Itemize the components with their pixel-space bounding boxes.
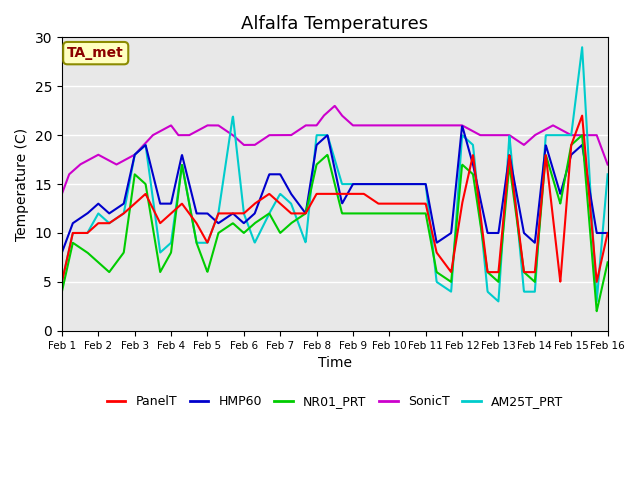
SonicT	[331, 103, 339, 109]
Line: HMP60: HMP60	[62, 126, 607, 252]
AM25T_PRT	[290, 207, 298, 213]
NR01_PRT	[122, 231, 130, 237]
AM25T_PRT	[604, 171, 611, 177]
PanelT	[290, 211, 298, 216]
AM25T_PRT	[301, 238, 308, 243]
NR01_PRT	[100, 264, 108, 270]
NR01_PRT	[58, 289, 66, 295]
PanelT	[122, 208, 130, 214]
HMP60	[604, 230, 611, 236]
SonicT	[290, 131, 298, 136]
SonicT	[122, 156, 130, 162]
SonicT	[369, 122, 377, 128]
PanelT	[369, 197, 376, 203]
NR01_PRT	[301, 211, 308, 217]
NR01_PRT	[310, 171, 318, 177]
PanelT	[579, 113, 586, 119]
HMP60	[290, 194, 298, 200]
NR01_PRT	[579, 132, 586, 138]
HMP60	[310, 155, 318, 160]
HMP60	[301, 209, 308, 215]
PanelT	[604, 230, 611, 236]
Text: TA_met: TA_met	[67, 46, 124, 60]
NR01_PRT	[604, 260, 611, 265]
HMP60	[458, 123, 466, 129]
NR01_PRT	[369, 211, 376, 216]
SonicT	[100, 155, 108, 161]
Line: NR01_PRT: NR01_PRT	[62, 135, 607, 311]
AM25T_PRT	[100, 216, 108, 222]
HMP60	[369, 181, 376, 187]
AM25T_PRT	[369, 181, 376, 187]
PanelT	[100, 220, 108, 226]
SonicT	[58, 191, 66, 197]
Title: Alfalfa Temperatures: Alfalfa Temperatures	[241, 15, 428, 33]
X-axis label: Time: Time	[318, 356, 352, 370]
AM25T_PRT	[495, 299, 502, 304]
Line: PanelT: PanelT	[62, 116, 607, 282]
AM25T_PRT	[58, 279, 66, 285]
AM25T_PRT	[579, 44, 586, 50]
NR01_PRT	[593, 308, 600, 314]
Line: AM25T_PRT: AM25T_PRT	[62, 47, 607, 301]
SonicT	[310, 122, 318, 128]
HMP60	[58, 250, 66, 255]
PanelT	[310, 194, 318, 200]
HMP60	[122, 189, 130, 195]
Legend: PanelT, HMP60, NR01_PRT, SonicT, AM25T_PRT: PanelT, HMP60, NR01_PRT, SonicT, AM25T_P…	[102, 390, 568, 413]
AM25T_PRT	[310, 152, 318, 158]
Line: SonicT: SonicT	[62, 106, 607, 194]
PanelT	[301, 211, 308, 216]
AM25T_PRT	[122, 197, 130, 203]
HMP60	[100, 206, 108, 212]
SonicT	[604, 162, 611, 168]
NR01_PRT	[290, 219, 298, 225]
Y-axis label: Temperature (C): Temperature (C)	[15, 128, 29, 240]
SonicT	[301, 123, 308, 129]
PanelT	[58, 279, 66, 285]
